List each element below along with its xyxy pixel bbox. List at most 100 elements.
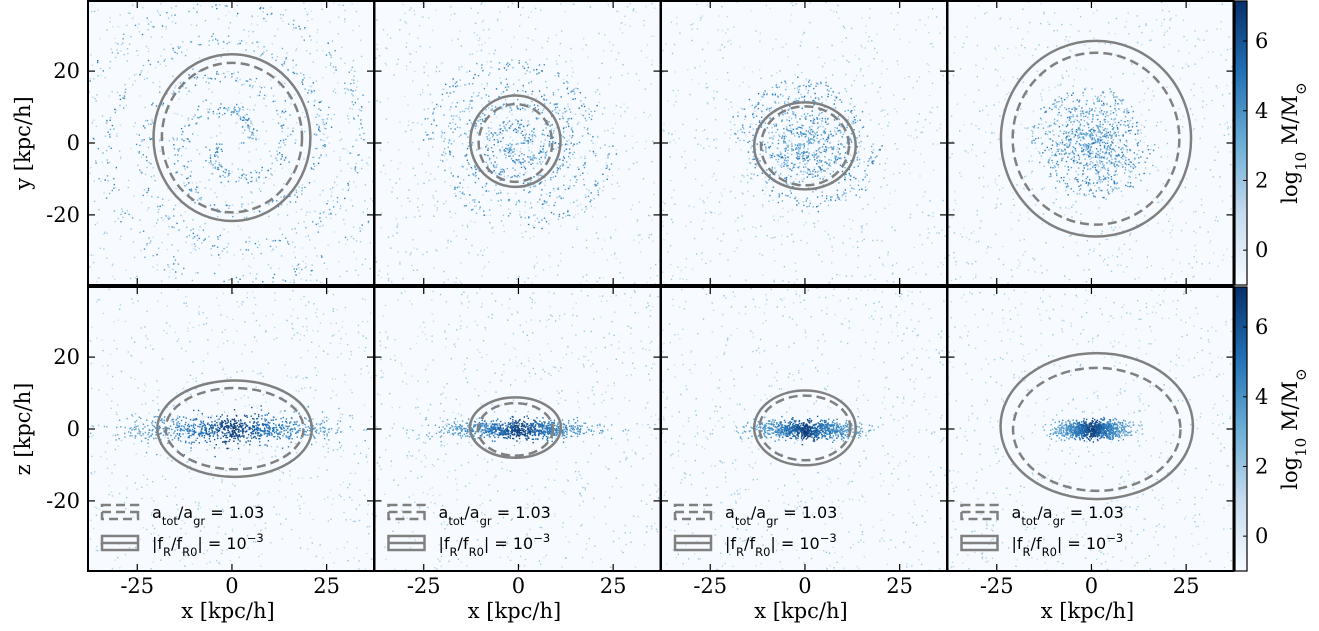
- particle: [828, 205, 829, 206]
- particle: [128, 12, 129, 13]
- particle: [798, 151, 799, 152]
- particle: [311, 19, 312, 20]
- particle: [306, 280, 307, 281]
- particle: [851, 122, 852, 123]
- particle: [544, 156, 545, 157]
- particle: [887, 125, 888, 126]
- particle: [177, 138, 178, 139]
- particle: [569, 109, 570, 110]
- particle: [563, 185, 564, 186]
- particle: [462, 187, 463, 188]
- particle: [274, 35, 275, 36]
- particle: [799, 156, 800, 157]
- particle: [557, 170, 558, 171]
- particle: [335, 67, 336, 68]
- particle: [524, 212, 525, 213]
- particle: [352, 109, 353, 110]
- particle: [877, 240, 878, 241]
- particle: [147, 29, 148, 30]
- particle: [803, 178, 804, 179]
- particle: [714, 173, 715, 174]
- particle: [637, 219, 638, 220]
- particle: [556, 164, 557, 165]
- particle: [144, 257, 145, 258]
- particle: [340, 160, 341, 161]
- particle: [1131, 63, 1132, 64]
- particle: [115, 57, 116, 58]
- particle: [610, 236, 611, 237]
- particle: [544, 185, 545, 186]
- particle: [482, 187, 483, 188]
- particle: [452, 102, 453, 103]
- particle: [599, 188, 600, 189]
- particle: [322, 77, 323, 78]
- particle: [802, 108, 803, 109]
- particle: [159, 139, 160, 140]
- particle: [864, 276, 865, 277]
- particle: [278, 123, 279, 124]
- particle: [453, 282, 454, 283]
- particle: [941, 230, 942, 231]
- particle: [505, 130, 506, 131]
- particle: [915, 129, 916, 130]
- particle: [586, 120, 587, 121]
- particle: [874, 279, 875, 280]
- particle: [503, 126, 504, 127]
- particle: [494, 132, 495, 133]
- particle: [314, 166, 315, 167]
- particle: [293, 72, 294, 73]
- particle: [218, 156, 219, 157]
- particle: [578, 169, 579, 170]
- particle: [271, 13, 272, 14]
- particle: [106, 258, 107, 259]
- particle: [337, 197, 338, 198]
- particle: [172, 269, 173, 270]
- particle: [198, 192, 199, 193]
- particle: [869, 265, 870, 266]
- particle: [1038, 151, 1039, 152]
- particle: [259, 211, 260, 212]
- particle: [239, 110, 240, 111]
- particle: [792, 5, 793, 6]
- particle: [293, 252, 294, 253]
- particle: [896, 111, 897, 112]
- particle: [428, 180, 429, 181]
- particle: [409, 201, 410, 202]
- particle: [798, 203, 799, 204]
- particle: [837, 5, 838, 6]
- particle: [560, 3, 561, 4]
- particle: [576, 182, 577, 183]
- particle: [330, 55, 331, 56]
- particle: [503, 215, 504, 216]
- particle: [598, 194, 599, 195]
- particle: [780, 94, 781, 95]
- particle: [505, 99, 506, 100]
- particle: [205, 147, 206, 148]
- particle: [554, 75, 555, 76]
- particle: [859, 131, 860, 132]
- particle: [504, 153, 505, 154]
- particle: [355, 102, 356, 103]
- particle: [685, 226, 686, 227]
- particle: [90, 54, 91, 55]
- particle: [368, 221, 369, 222]
- particle: [413, 270, 414, 271]
- particle: [807, 160, 808, 161]
- particle: [314, 105, 315, 106]
- particle: [132, 84, 133, 85]
- particle: [567, 82, 568, 83]
- particle: [153, 255, 154, 256]
- particle: [734, 197, 735, 198]
- particle: [210, 158, 211, 159]
- particle: [478, 75, 479, 76]
- particle: [449, 151, 450, 152]
- particle: [425, 118, 426, 119]
- particle: [846, 60, 847, 61]
- particle: [793, 241, 794, 242]
- particle: [498, 68, 499, 69]
- particle: [489, 72, 490, 73]
- particle: [1141, 32, 1142, 33]
- particle: [784, 266, 785, 267]
- particle: [94, 201, 95, 202]
- particle: [301, 36, 302, 37]
